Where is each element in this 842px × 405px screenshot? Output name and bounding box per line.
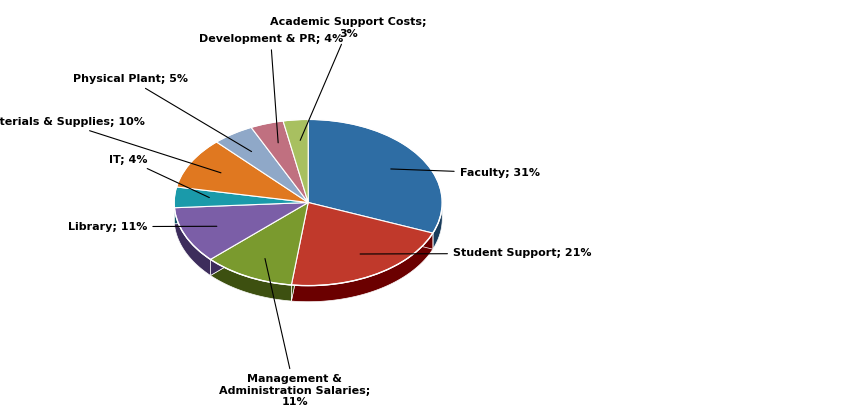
Polygon shape xyxy=(210,202,308,285)
Text: Development & PR; 4%: Development & PR; 4% xyxy=(199,34,343,143)
Polygon shape xyxy=(251,121,308,202)
Text: Physical Plant; 5%: Physical Plant; 5% xyxy=(72,74,252,151)
Polygon shape xyxy=(291,233,433,302)
Polygon shape xyxy=(308,119,442,233)
Polygon shape xyxy=(174,187,308,208)
Text: Materials & Supplies; 10%: Materials & Supplies; 10% xyxy=(0,117,221,173)
Polygon shape xyxy=(210,202,308,275)
Polygon shape xyxy=(433,204,442,249)
Polygon shape xyxy=(291,202,308,301)
Polygon shape xyxy=(308,202,433,249)
Text: Student Support; 21%: Student Support; 21% xyxy=(360,248,591,258)
Text: Academic Support Costs;
3%: Academic Support Costs; 3% xyxy=(270,17,427,141)
Polygon shape xyxy=(216,127,308,202)
Polygon shape xyxy=(174,202,308,224)
Text: Library; 11%: Library; 11% xyxy=(68,222,217,232)
Polygon shape xyxy=(174,202,308,259)
Polygon shape xyxy=(177,142,308,202)
Polygon shape xyxy=(283,119,308,202)
Polygon shape xyxy=(210,259,291,301)
Text: Management &
Administration Salaries;
11%: Management & Administration Salaries; 11… xyxy=(219,258,370,405)
Polygon shape xyxy=(308,202,433,249)
Text: IT; 4%: IT; 4% xyxy=(109,155,210,198)
Polygon shape xyxy=(291,202,433,286)
Text: Faculty; 31%: Faculty; 31% xyxy=(391,168,540,178)
Polygon shape xyxy=(174,208,210,275)
Polygon shape xyxy=(174,202,308,224)
Ellipse shape xyxy=(174,135,442,302)
Polygon shape xyxy=(210,202,308,275)
Polygon shape xyxy=(291,202,308,301)
